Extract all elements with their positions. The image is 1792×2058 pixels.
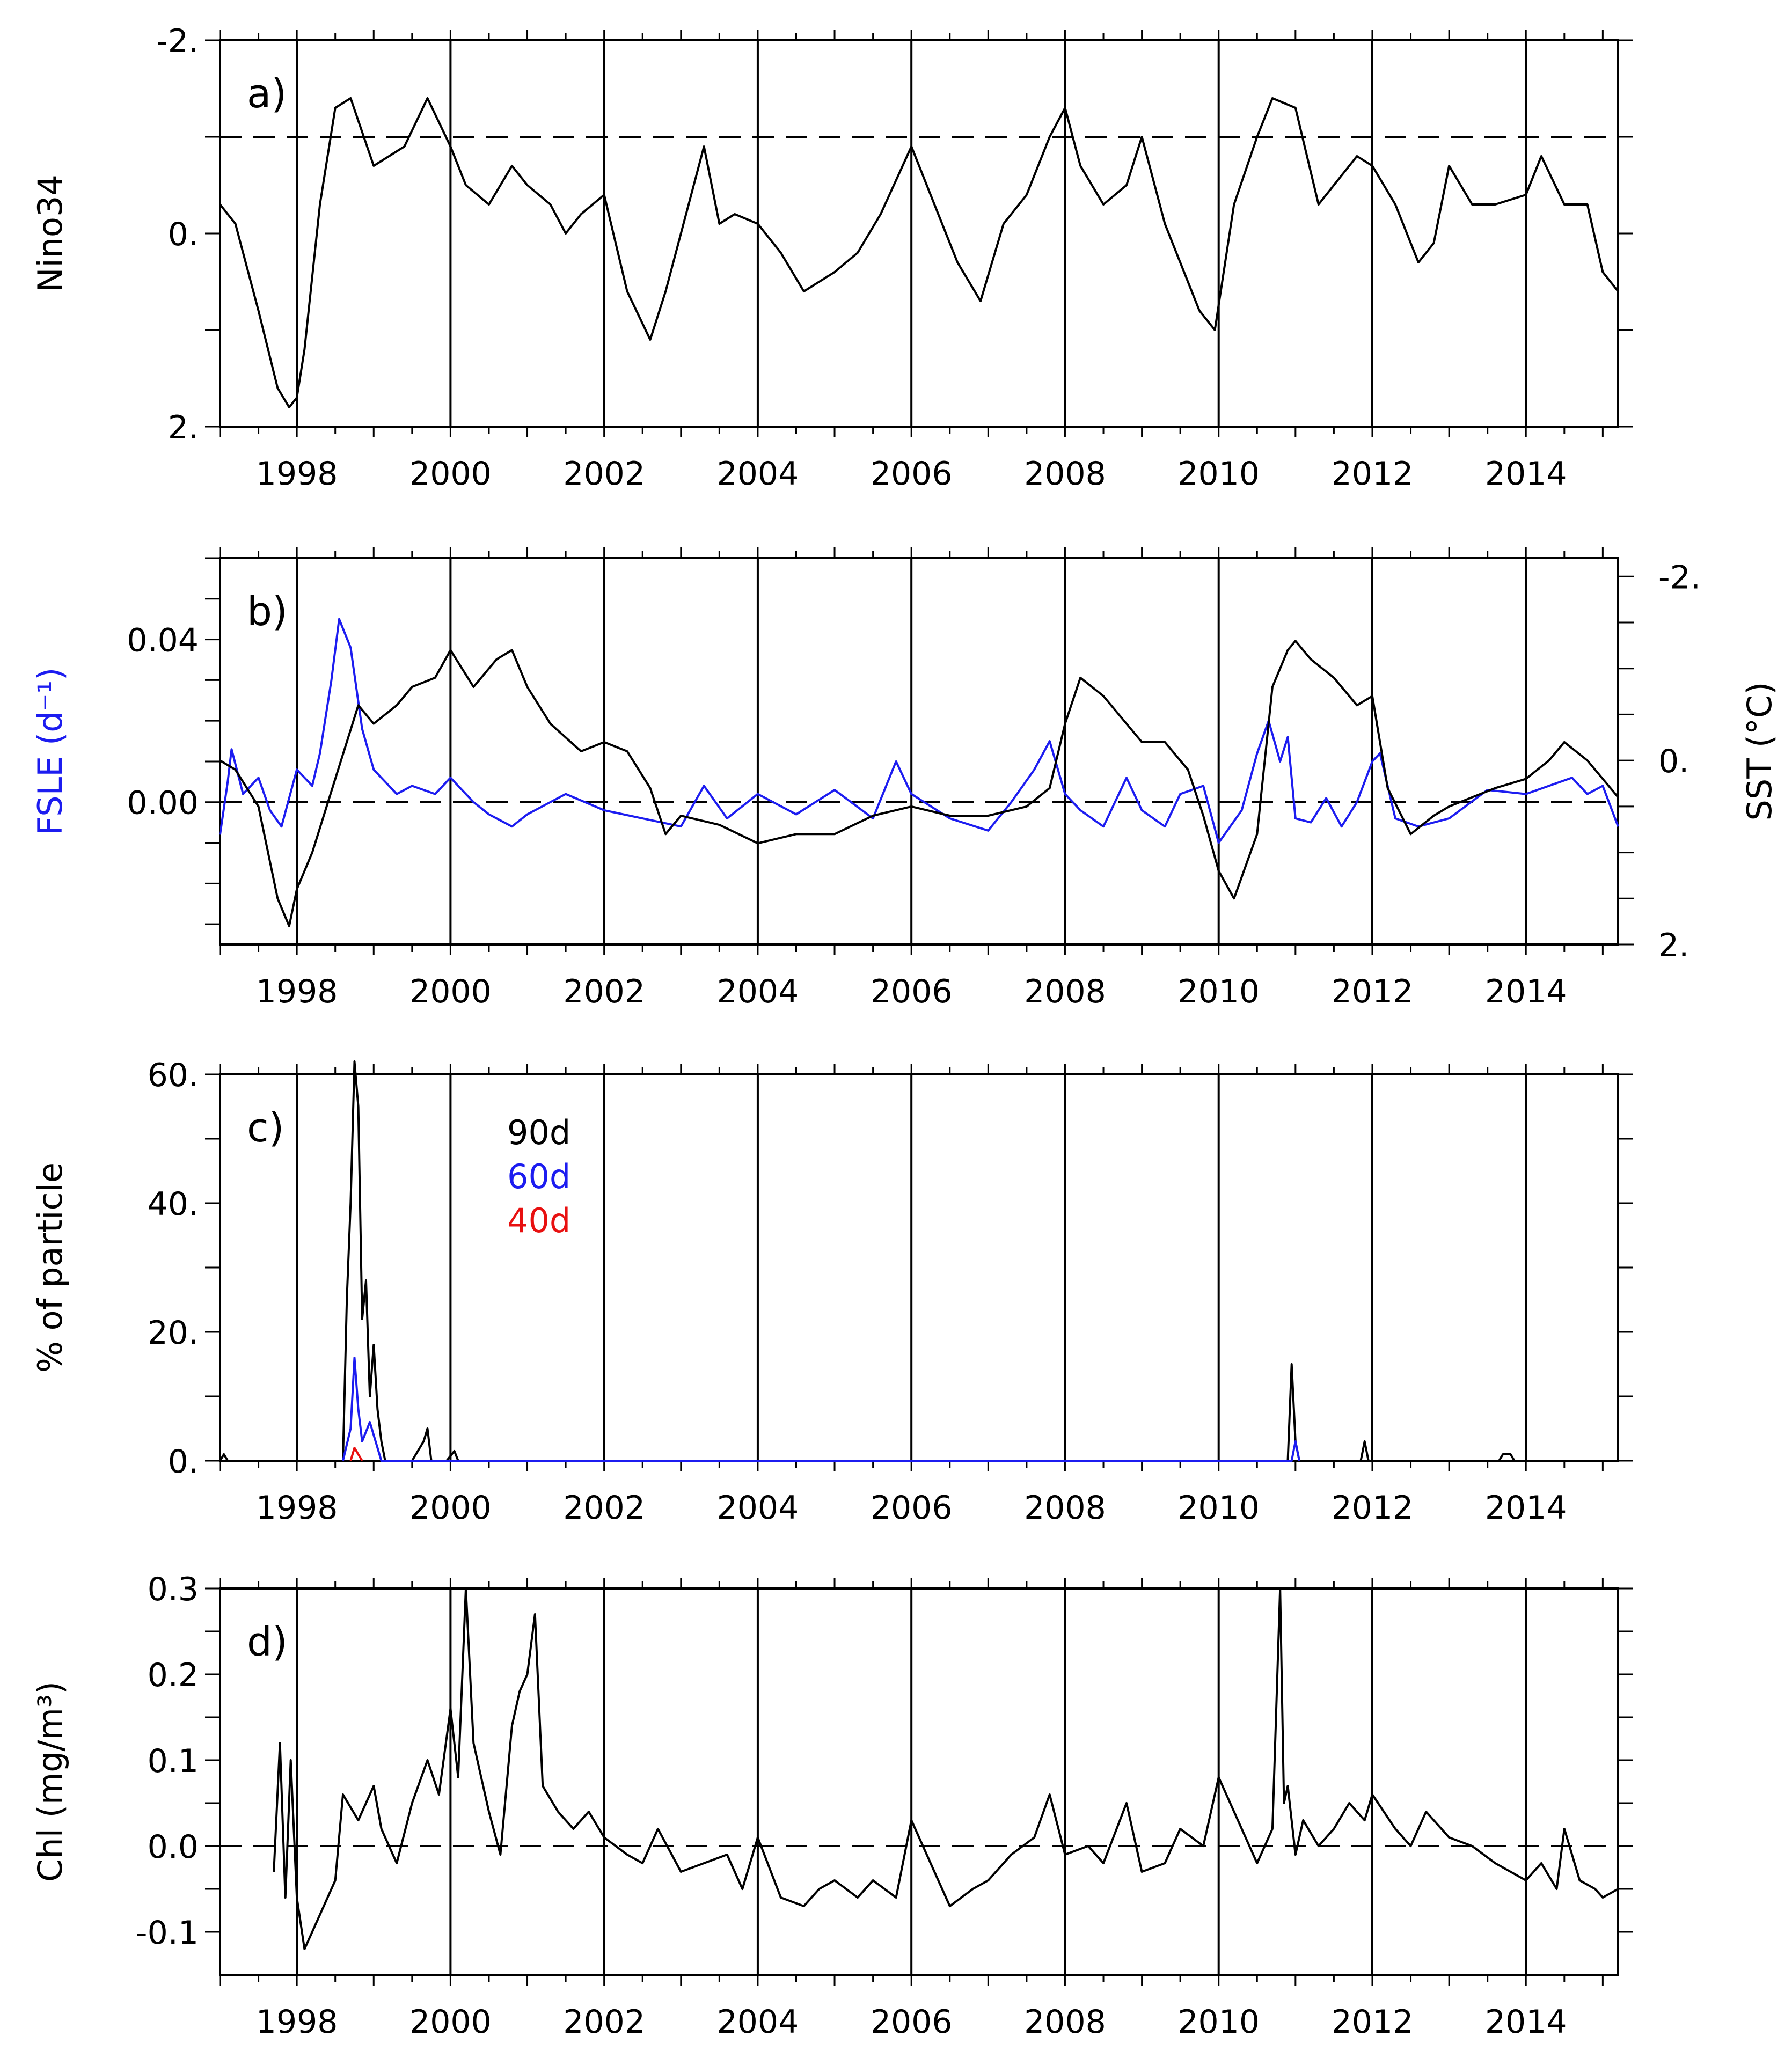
- x-tick-label-2014: 2014: [1485, 2003, 1567, 2041]
- x-tick-label-2002: 2002: [563, 455, 645, 493]
- legend-entry-40d: 40d: [507, 1201, 570, 1240]
- y-tick-label: 0.04: [127, 622, 199, 660]
- y-tick-label: 0.0: [148, 1828, 199, 1866]
- y2-axis-title: SST (°C): [1740, 682, 1779, 821]
- series-line-sst: [219, 640, 1619, 927]
- y-axis-title: Chl (mg/m³): [31, 1681, 70, 1882]
- plot-frame: [219, 1587, 1619, 1976]
- x-tick-label-2006: 2006: [871, 973, 953, 1010]
- series-line-90d: [219, 1060, 1516, 1462]
- y-tick-label: 0.1: [148, 1742, 199, 1780]
- x-tick-label-2002: 2002: [563, 1489, 645, 1527]
- y-tick-label: -0.1: [136, 1914, 199, 1952]
- y-tick-label: 2.: [168, 409, 199, 446]
- y-tick-label: 60.: [148, 1057, 199, 1094]
- panel-label: d): [247, 1619, 288, 1665]
- x-tick-label-1998: 1998: [256, 2003, 338, 2041]
- x-tick-label-2008: 2008: [1024, 455, 1106, 493]
- y2-tick-label: 2.: [1658, 927, 1689, 964]
- legend-entry-90d: 90d: [507, 1113, 570, 1152]
- x-tick-label-2000: 2000: [409, 1489, 492, 1527]
- y-axis-title: % of particle: [31, 1162, 70, 1373]
- x-tick-label-2000: 2000: [409, 2003, 492, 2041]
- x-tick-label-2010: 2010: [1177, 973, 1260, 1010]
- series-line-nino34: [219, 97, 1619, 408]
- panel-c: 1998 2000 2002 2004 2006 2008 2010 2012 2014 0. 20…: [31, 1057, 1633, 1527]
- panel-b: 1998 2000 2002 2004 2006 2008 2010 2012 2014 0.00…: [31, 547, 1779, 1010]
- legend-entry-60d: 60d: [507, 1157, 570, 1196]
- y-tick-label: 0.: [168, 1443, 199, 1481]
- y-tick-label: 20.: [148, 1314, 199, 1352]
- panel-label: c): [247, 1105, 284, 1151]
- x-tick-label-2012: 2012: [1332, 1489, 1414, 1527]
- panel-label: a): [247, 71, 287, 117]
- x-tick-label-2000: 2000: [409, 973, 492, 1010]
- x-tick-label-2004: 2004: [717, 455, 799, 493]
- x-tick-label-2010: 2010: [1177, 455, 1260, 493]
- x-tick-label-2014: 2014: [1485, 455, 1567, 493]
- panel-d: 1998 2000 2002 2004 2006 2008 2010 2012 2014 -0.1…: [31, 1571, 1633, 2041]
- x-tick-label-1998: 1998: [256, 1489, 338, 1527]
- series-line-60d: [342, 1357, 1300, 1462]
- x-tick-label-2010: 2010: [1177, 1489, 1260, 1527]
- y-tick-label: 0.00: [127, 785, 199, 822]
- x-tick-label-2008: 2008: [1024, 1489, 1106, 1527]
- y2-tick-label: 0.: [1658, 743, 1689, 780]
- x-tick-label-1998: 1998: [256, 455, 338, 493]
- x-tick-label-2004: 2004: [717, 973, 799, 1010]
- y-axis-title: FSLE (d⁻¹): [31, 668, 70, 836]
- x-tick-label-2002: 2002: [563, 973, 645, 1010]
- x-tick-label-2008: 2008: [1024, 2003, 1106, 2041]
- x-tick-label-2012: 2012: [1332, 2003, 1414, 2041]
- x-tick-label-2002: 2002: [563, 2003, 645, 2041]
- x-tick-label-2014: 2014: [1485, 1489, 1567, 1527]
- x-tick-label-2006: 2006: [871, 455, 953, 493]
- series-line-fsle: [219, 618, 1619, 844]
- y-tick-label: 0.2: [148, 1657, 199, 1694]
- x-tick-label-2004: 2004: [717, 1489, 799, 1527]
- x-tick-label-2012: 2012: [1332, 455, 1414, 493]
- panels: 1998 2000 2002 2004 2006 2008 2010 2012 2014 -2. 0…: [31, 23, 1779, 2041]
- panel-label: b): [247, 589, 288, 635]
- x-tick-label-2014: 2014: [1485, 973, 1567, 1010]
- x-tick-label-2008: 2008: [1024, 973, 1106, 1010]
- plot-frame: [219, 557, 1619, 946]
- panel-a: 1998 2000 2002 2004 2006 2008 2010 2012 2014 -2. 0…: [31, 23, 1633, 493]
- series-line-40d: [349, 1447, 363, 1462]
- y-tick-label: 40.: [148, 1185, 199, 1223]
- x-tick-label-1998: 1998: [256, 973, 338, 1010]
- x-tick-label-2004: 2004: [717, 2003, 799, 2041]
- x-tick-label-2010: 2010: [1177, 2003, 1260, 2041]
- y-tick-label: 0.3: [148, 1571, 199, 1608]
- x-tick-label-2000: 2000: [409, 455, 492, 493]
- y-tick-label: 0.: [168, 216, 199, 253]
- x-tick-label-2012: 2012: [1332, 973, 1414, 1010]
- x-tick-label-2006: 2006: [871, 1489, 953, 1527]
- y2-tick-label: -2.: [1658, 559, 1701, 596]
- series-line-chl: [273, 1587, 1619, 1950]
- y-axis-title: Nino34: [31, 174, 70, 292]
- y-tick-label: -2.: [156, 23, 199, 60]
- x-tick-label-2006: 2006: [871, 2003, 953, 2041]
